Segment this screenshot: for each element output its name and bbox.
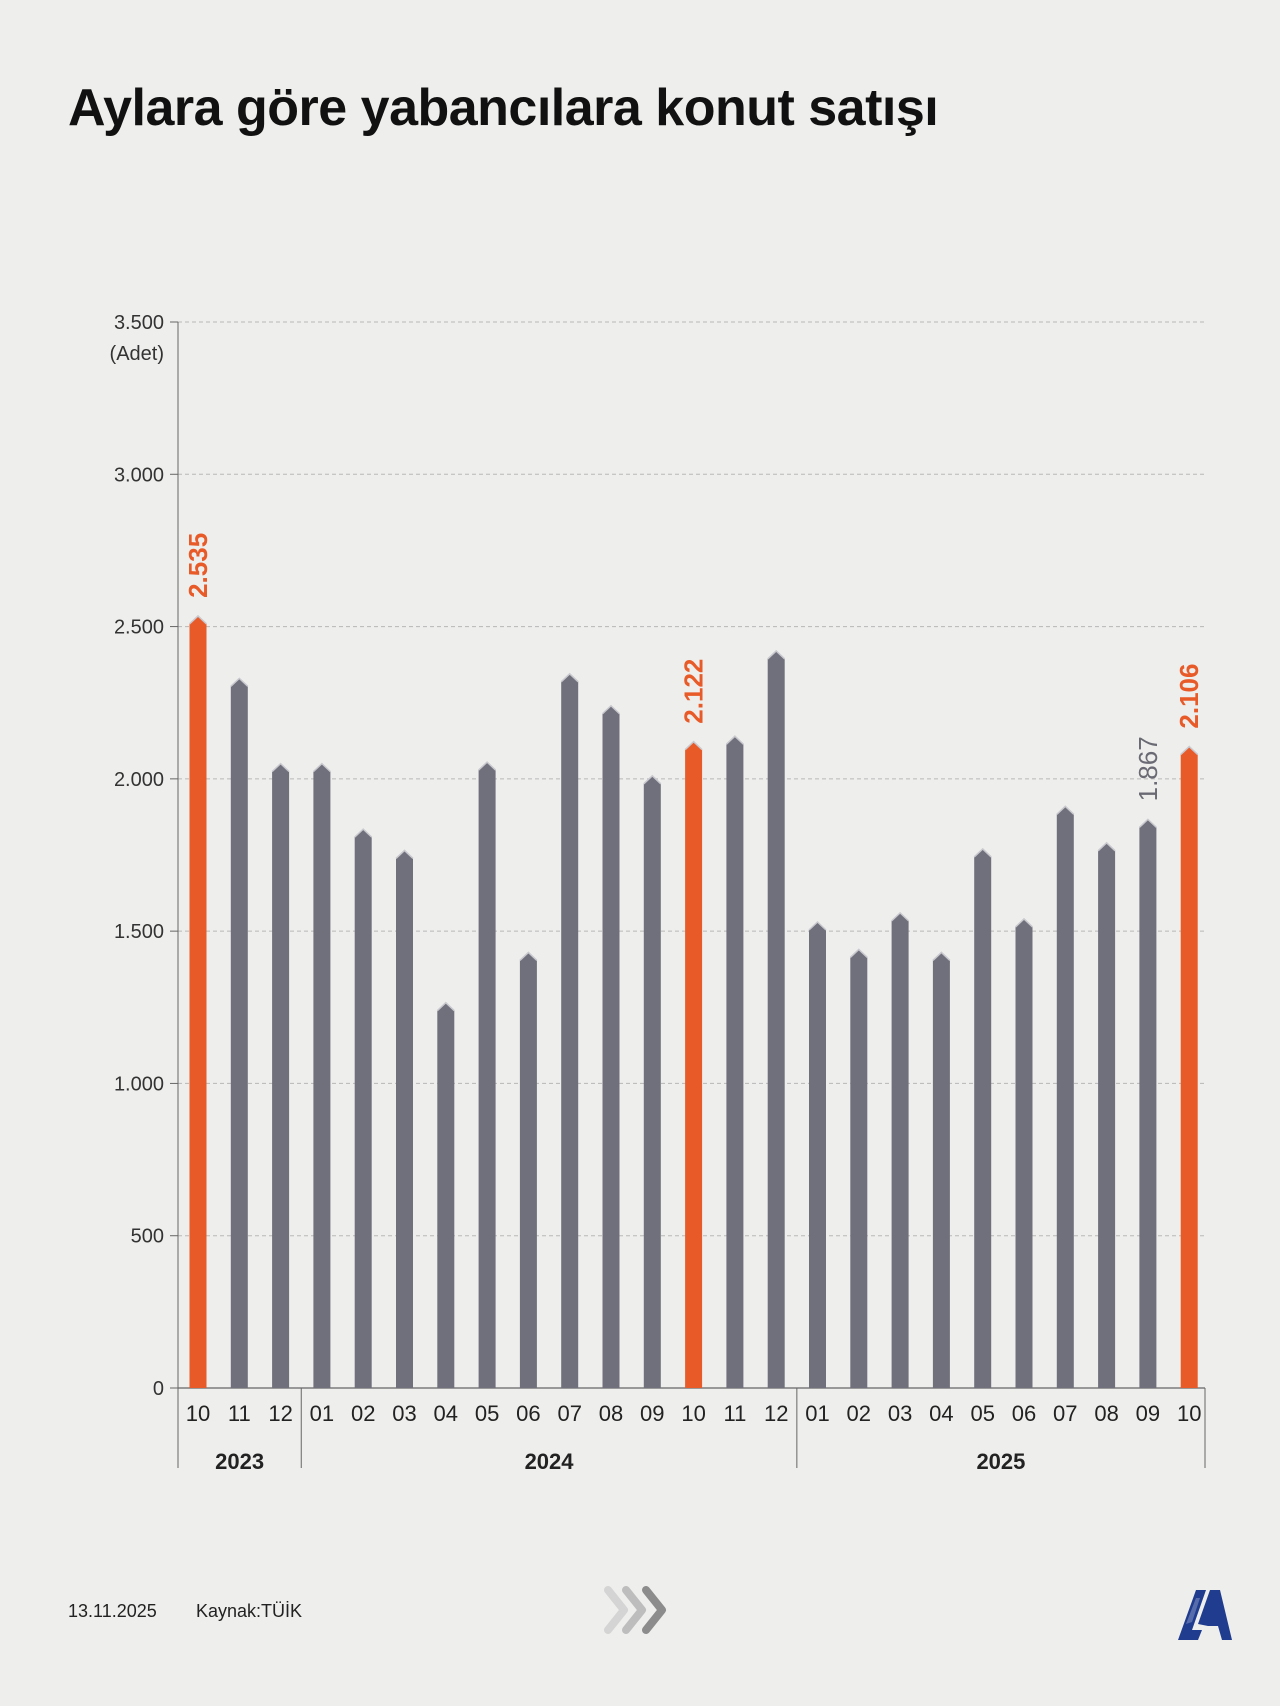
bar — [478, 762, 496, 1388]
footer-date: 13.11.2025 — [68, 1601, 157, 1621]
data-label: 1.867 — [1133, 736, 1163, 801]
data-label: 2.106 — [1174, 663, 1204, 728]
bar — [767, 650, 785, 1388]
bar-cap — [354, 828, 373, 838]
y-tick-label: 1.500 — [114, 921, 164, 943]
x-tick-label: 09 — [1136, 1401, 1160, 1426]
x-tick-label: 03 — [392, 1401, 416, 1426]
bar — [437, 1002, 455, 1388]
bar-cap — [436, 1001, 455, 1012]
bar — [189, 615, 207, 1388]
bar — [809, 922, 826, 1388]
x-tick-label: 11 — [723, 1401, 746, 1426]
bar-cap — [1097, 841, 1116, 852]
x-tick-label: 06 — [516, 1401, 540, 1426]
x-tick-label: 07 — [1053, 1401, 1077, 1426]
x-tick-label: 01 — [805, 1401, 829, 1426]
x-tick-label: 10 — [1177, 1401, 1201, 1426]
x-tick-label: 07 — [557, 1401, 581, 1426]
bar — [974, 848, 992, 1388]
data-label: 2.535 — [183, 533, 213, 598]
y-tick-label: 1.000 — [114, 1073, 164, 1095]
bar — [685, 741, 703, 1388]
bar-cap — [560, 672, 579, 683]
x-tick-label: 12 — [268, 1401, 292, 1426]
y-tick-label: 2.500 — [114, 617, 164, 639]
bar-cap — [188, 614, 208, 625]
bar — [354, 829, 372, 1388]
bar — [1180, 746, 1198, 1388]
bar-cap — [767, 649, 786, 660]
y-tick-label: 500 — [131, 1226, 164, 1248]
aa-logo-icon — [1174, 1584, 1234, 1649]
x-tick-label: 09 — [640, 1401, 664, 1426]
y-axis-label: (Adet) — [110, 343, 164, 365]
bar-cap — [230, 677, 249, 687]
bar-cap — [1056, 805, 1075, 815]
year-label: 2024 — [525, 1449, 575, 1474]
year-label: 2025 — [976, 1449, 1025, 1474]
x-tick-label: 04 — [434, 1401, 458, 1426]
y-tick-label: 3.500 — [114, 312, 164, 334]
bar-cap — [1138, 818, 1157, 828]
bar — [230, 678, 248, 1388]
bar — [1098, 842, 1116, 1388]
bar-cap — [849, 948, 868, 958]
bar — [726, 736, 744, 1388]
bar — [272, 763, 290, 1388]
bar-cap — [601, 704, 621, 715]
x-tick-label: 06 — [1012, 1401, 1036, 1426]
bar — [602, 705, 620, 1388]
x-tick-label: 12 — [764, 1401, 788, 1426]
bar — [891, 912, 909, 1388]
bar-cap — [684, 740, 703, 751]
y-tick-label: 3.000 — [114, 464, 164, 486]
y-tick-label: 0 — [153, 1378, 164, 1400]
bar-cap — [1014, 917, 1034, 928]
x-tick-label: 05 — [475, 1401, 499, 1426]
bar — [561, 673, 579, 1388]
bar — [519, 952, 537, 1388]
bar-cap — [312, 762, 331, 773]
footer-source: Kaynak:TÜİK — [196, 1601, 303, 1621]
bar — [850, 949, 868, 1388]
bar-cap — [395, 849, 414, 859]
x-tick-label: 04 — [929, 1401, 953, 1426]
bar-cap — [808, 920, 827, 931]
bar-cap — [643, 774, 662, 785]
bar-cap — [519, 951, 538, 962]
data-label: 2.122 — [679, 659, 709, 724]
bar-cap — [1180, 745, 1199, 756]
bar-cap — [891, 911, 910, 922]
x-tick-label: 11 — [228, 1401, 251, 1426]
x-tick-label: 03 — [888, 1401, 912, 1426]
year-label: 2023 — [215, 1449, 264, 1474]
x-tick-label: 10 — [681, 1401, 705, 1426]
x-tick-label: 02 — [847, 1401, 871, 1426]
bar — [1056, 806, 1074, 1388]
x-tick-label: 08 — [599, 1401, 623, 1426]
bar-cap — [725, 735, 744, 745]
bar — [932, 952, 950, 1388]
bar — [1139, 819, 1157, 1388]
x-tick-label: 05 — [970, 1401, 994, 1426]
bar-cap — [478, 761, 497, 771]
x-tick-label: 01 — [310, 1401, 334, 1426]
forward-chevrons-icon — [604, 1584, 680, 1641]
bar — [1015, 918, 1033, 1388]
bar — [396, 850, 413, 1388]
bar-cap — [973, 847, 992, 858]
bar — [643, 775, 661, 1388]
bar — [313, 763, 331, 1388]
x-tick-label: 02 — [351, 1401, 375, 1426]
bar-cap — [271, 762, 290, 773]
x-tick-label: 10 — [186, 1401, 210, 1426]
x-tick-label: 08 — [1094, 1401, 1118, 1426]
y-tick-label: 2.000 — [114, 769, 164, 791]
bar-cap — [932, 951, 951, 962]
chart-title: Aylara göre yabancılara konut satışı — [68, 79, 939, 137]
